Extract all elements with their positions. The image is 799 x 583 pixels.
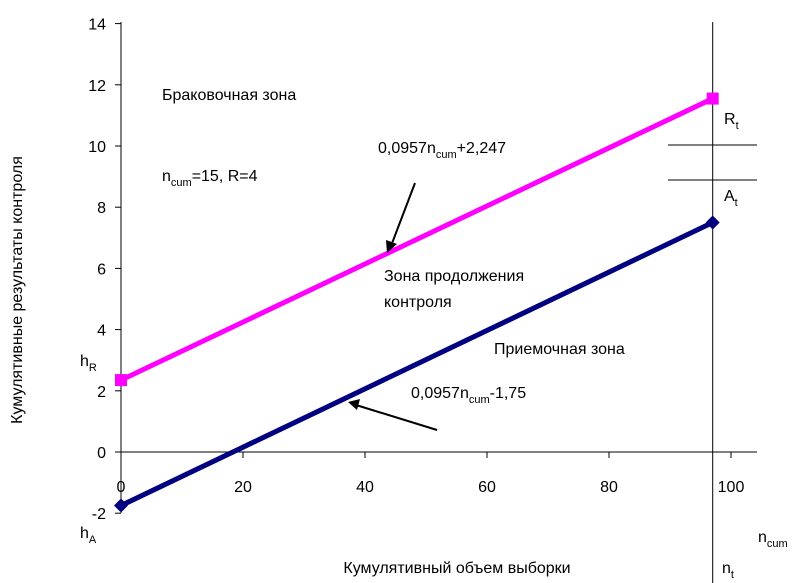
x-tick-label: 100 — [718, 479, 745, 496]
series-marker — [705, 215, 720, 230]
at-label: At — [724, 188, 738, 209]
nt-label: nt — [722, 560, 734, 581]
y-tick-label: 14 — [88, 17, 106, 34]
y-tick-label: 4 — [97, 323, 106, 340]
ncum-label: ncum — [758, 529, 788, 550]
series-group — [114, 92, 720, 513]
reject-zone-label: Браковочная зона — [162, 87, 296, 104]
ha-label: hA — [80, 525, 97, 546]
x-tick-label: 40 — [356, 479, 374, 496]
y-tick-label: 6 — [97, 261, 106, 278]
lower-arrow — [348, 399, 438, 431]
continue-zone-label-1: Зона продолжения — [384, 268, 524, 285]
y-tick-label: 2 — [97, 384, 106, 401]
y-tick-label: 12 — [88, 78, 106, 95]
continue-zone-label-2: контроля — [384, 294, 452, 311]
accept-zone-label: Приемочная зона — [494, 341, 625, 358]
series-marker — [706, 92, 719, 105]
series-marker — [114, 498, 128, 513]
params-label: ncum=15, R=4 — [162, 168, 258, 189]
series-marker — [115, 374, 127, 387]
series-line-1 — [119, 96, 714, 383]
upper-equation-label: 0,0957ncum+2,247 — [378, 140, 506, 161]
x-tick-label: 60 — [478, 479, 496, 496]
upper-arrow — [386, 182, 416, 253]
x-tick-label: 20 — [234, 479, 252, 496]
y-tick-label: 10 — [88, 139, 106, 156]
y-ticks: -2 0 2 4 6 8 10 12 14 — [88, 17, 121, 523]
series-line-2 — [119, 220, 714, 508]
x-axis-label: Кумулятивный объем выборки — [343, 560, 570, 577]
lower-equation-label: 0,0957ncum-1,75 — [411, 385, 526, 406]
x-tick-label: 80 — [600, 479, 618, 496]
x-tick-label: 0 — [117, 479, 126, 496]
rt-label: Rt — [724, 111, 739, 132]
y-tick-label: 8 — [97, 200, 106, 217]
y-tick-label: 0 — [97, 445, 106, 462]
x-ticks: 0 20 40 60 80 100 — [117, 452, 745, 496]
hr-label: hR — [80, 353, 97, 374]
y-tick-label: -2 — [92, 506, 106, 523]
y-axis-label: Кумулятивные результаты контроля — [9, 156, 26, 424]
